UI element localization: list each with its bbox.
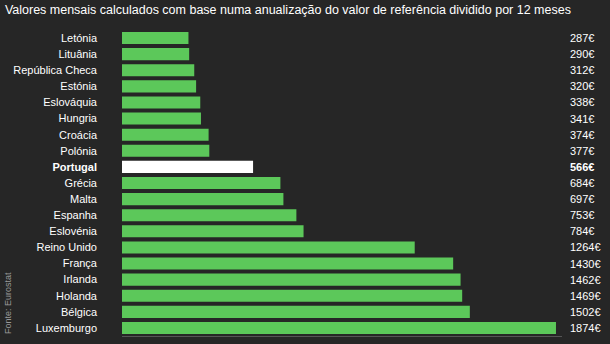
- svg-text:1430€: 1430€: [570, 258, 601, 270]
- svg-text:República Checa: República Checa: [13, 64, 98, 76]
- svg-text:França: França: [63, 257, 98, 269]
- svg-text:Polónia: Polónia: [60, 145, 98, 157]
- svg-text:338€: 338€: [570, 96, 594, 108]
- svg-text:Bélgica: Bélgica: [61, 306, 98, 318]
- svg-text:753€: 753€: [570, 209, 594, 221]
- svg-text:312€: 312€: [570, 64, 594, 76]
- svg-text:Reino Unido: Reino Unido: [36, 241, 97, 253]
- svg-text:Luxemburgo: Luxemburgo: [36, 322, 97, 334]
- svg-text:Lituânia: Lituânia: [58, 48, 97, 60]
- svg-text:341€: 341€: [570, 113, 594, 125]
- svg-text:374€: 374€: [570, 129, 594, 141]
- svg-text:684€: 684€: [570, 177, 594, 189]
- svg-text:1502€: 1502€: [570, 306, 601, 318]
- svg-text:Letónia: Letónia: [61, 32, 98, 44]
- svg-text:1469€: 1469€: [570, 290, 601, 302]
- svg-text:Hungria: Hungria: [58, 112, 97, 124]
- svg-text:Holanda: Holanda: [56, 290, 98, 302]
- svg-text:566€: 566€: [570, 161, 594, 173]
- svg-text:Eslováquia: Eslováquia: [43, 96, 98, 108]
- svg-text:1462€: 1462€: [570, 274, 601, 286]
- svg-text:Portugal: Portugal: [52, 161, 97, 173]
- svg-text:287€: 287€: [570, 32, 594, 44]
- svg-text:Fonte: Eurostat: Fonte: Eurostat: [3, 272, 13, 334]
- svg-text:377€: 377€: [570, 145, 594, 157]
- svg-text:Eslovénia: Eslovénia: [49, 225, 98, 237]
- svg-text:784€: 784€: [570, 225, 594, 237]
- svg-text:Valores mensais calculados com: Valores mensais calculados com base numa…: [5, 3, 571, 17]
- svg-text:697€: 697€: [570, 193, 594, 205]
- svg-text:1874€: 1874€: [570, 322, 601, 334]
- svg-text:1264€: 1264€: [570, 241, 601, 253]
- svg-text:290€: 290€: [570, 48, 594, 60]
- svg-text:Espanha: Espanha: [54, 209, 98, 221]
- svg-text:Malta: Malta: [70, 193, 98, 205]
- svg-text:Grécia: Grécia: [65, 177, 98, 189]
- svg-text:Irlanda: Irlanda: [63, 273, 98, 285]
- svg-text:Croácia: Croácia: [59, 129, 98, 141]
- svg-text:320€: 320€: [570, 80, 594, 92]
- svg-text:Estónia: Estónia: [60, 80, 98, 92]
